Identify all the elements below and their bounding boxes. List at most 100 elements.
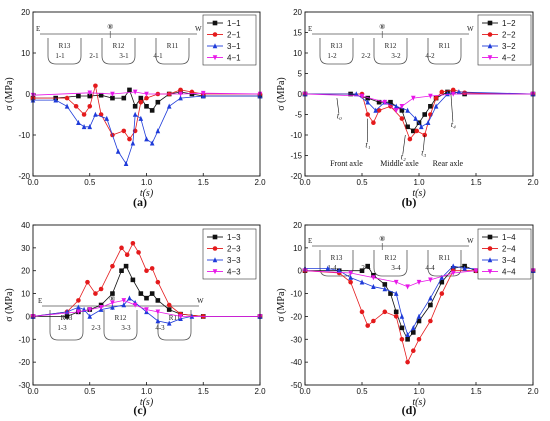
annotation-leader xyxy=(402,134,406,155)
inset-dir-left: E xyxy=(36,25,40,33)
data-point xyxy=(144,95,149,101)
inset-rib-label: R11 xyxy=(167,42,179,50)
chart-panel: EW⑧R13R12R111-32-33-34-30.00.51.01.52.0-… xyxy=(4,221,266,417)
data-point xyxy=(132,111,138,117)
y-tick-label: 20 xyxy=(21,8,30,17)
data-point xyxy=(178,87,183,93)
data-point xyxy=(348,270,353,276)
data-point xyxy=(87,104,93,109)
y-tick-label: -20 xyxy=(290,312,302,321)
data-point xyxy=(144,104,149,109)
data-point xyxy=(411,330,416,335)
y-tick-label: -20 xyxy=(18,172,30,181)
data-point xyxy=(450,91,456,97)
annotation-leader xyxy=(450,93,454,122)
data-point xyxy=(428,93,433,99)
data-point xyxy=(155,298,161,303)
data-point xyxy=(428,295,433,301)
legend-swatch-marker xyxy=(487,20,493,26)
inset-section-marker: ⑧ xyxy=(109,295,115,303)
data-point xyxy=(445,91,450,97)
data-point xyxy=(149,266,155,271)
x-tick-label: 0.5 xyxy=(84,178,96,187)
data-point xyxy=(393,279,399,285)
data-point xyxy=(138,115,144,121)
data-point xyxy=(428,277,433,283)
annotation-time-label: t₄ xyxy=(451,120,456,129)
data-point xyxy=(416,336,422,342)
inset-rib-label: R11 xyxy=(439,42,451,50)
y-tick-label: 40 xyxy=(21,221,30,230)
data-point xyxy=(155,309,161,315)
data-point xyxy=(81,112,87,117)
legend-entry: 2−2 xyxy=(502,31,516,40)
legend-swatch-marker xyxy=(212,43,218,49)
data-point xyxy=(87,90,93,96)
legend-entry: 2−3 xyxy=(227,245,241,254)
legend-entry: 1−2 xyxy=(502,19,516,28)
inset-rib-label: R12 xyxy=(115,314,127,322)
data-point xyxy=(411,348,416,354)
data-point xyxy=(76,93,81,99)
data-point xyxy=(428,302,433,308)
data-point xyxy=(115,148,121,154)
series-line xyxy=(32,91,261,96)
legend-entry: 4−3 xyxy=(227,268,241,277)
inset-dir-right: W xyxy=(197,297,204,305)
data-point xyxy=(73,104,79,109)
data-point xyxy=(393,108,399,114)
inset-rib-label: R11 xyxy=(439,254,451,262)
inset-gauge-label: 3-1 xyxy=(119,52,129,60)
y-axis-label: σ (MPa) xyxy=(4,77,15,110)
y-tick-label: 5 xyxy=(298,70,303,79)
inset-gauge-label: 1-1 xyxy=(55,52,65,60)
y-axis-label: σ (MPa) xyxy=(4,288,15,321)
legend-swatch-marker xyxy=(212,55,218,61)
data-point xyxy=(456,89,462,95)
data-point xyxy=(149,108,155,113)
x-tick-label: 0.0 xyxy=(299,387,311,396)
data-point xyxy=(388,99,393,105)
data-series xyxy=(302,268,536,290)
data-point xyxy=(376,108,382,113)
chart-panel: EW⑧R13R12R111-42-43-44-40.00.51.01.52.0-… xyxy=(276,221,539,417)
data-point xyxy=(433,95,439,101)
data-point xyxy=(110,304,115,310)
data-point xyxy=(189,89,195,95)
inset-section-marker: ⑧ xyxy=(379,235,385,243)
data-point xyxy=(348,279,353,285)
inset-gauge-label: 4-2 xyxy=(425,52,435,60)
data-point xyxy=(87,124,93,130)
data-point xyxy=(382,309,388,315)
data-point xyxy=(399,325,405,331)
x-tick-label: 2.0 xyxy=(254,178,266,187)
y-tick-label: 20 xyxy=(293,221,302,230)
data-point xyxy=(93,291,98,296)
legend-entry: 1−1 xyxy=(227,19,241,28)
data-point xyxy=(144,136,149,142)
series-line xyxy=(304,93,533,111)
data-point xyxy=(399,116,405,121)
data-point xyxy=(85,279,90,285)
data-point xyxy=(450,270,456,276)
data-point xyxy=(138,99,144,105)
data-point xyxy=(371,275,376,281)
legend-swatch-marker xyxy=(487,234,493,240)
data-point xyxy=(53,97,58,103)
inset-rib-label: R12 xyxy=(385,254,397,262)
data-point xyxy=(166,307,172,312)
annotation-leader xyxy=(336,98,340,114)
inset-rib-box xyxy=(373,250,408,277)
legend-swatch-marker xyxy=(212,246,218,251)
data-point xyxy=(76,298,81,303)
inset-dir-right: W xyxy=(467,25,474,33)
x-tick-label: 1.5 xyxy=(198,387,210,396)
data-point xyxy=(416,313,422,319)
legend-entry: 3−1 xyxy=(227,42,241,51)
inset-rib-box xyxy=(101,38,136,65)
legend-swatch-marker xyxy=(487,32,493,37)
legend: 1−3 2−3 3−3 4−3 xyxy=(202,228,257,280)
inset-rib-label: R13 xyxy=(331,254,343,262)
inset-dir-right: W xyxy=(195,25,202,33)
x-axis-label: t(s) xyxy=(412,188,426,199)
